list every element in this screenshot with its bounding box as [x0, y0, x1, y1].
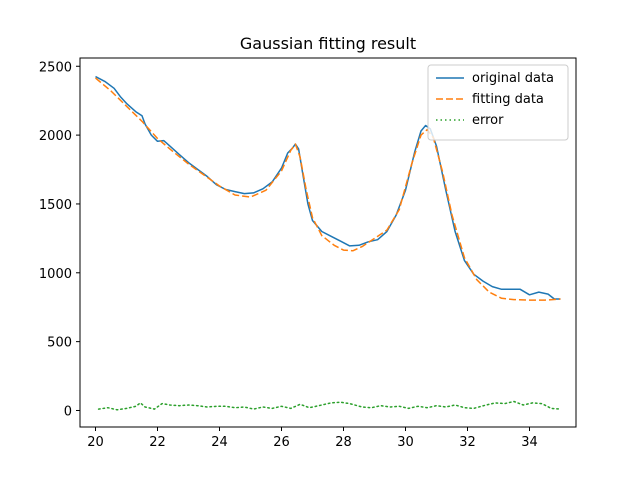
series-layer [95, 75, 562, 411]
y-tick-label: 2500 [39, 60, 72, 75]
series-line-fitting-data [95, 77, 561, 301]
legend-label-fitting-data: fitting data [472, 92, 544, 107]
y-tick-label: 0 [64, 404, 72, 419]
x-tick-label: 26 [273, 435, 290, 450]
x-tick-label: 32 [459, 435, 476, 450]
legend-box [427, 64, 569, 141]
x-axis: 20 22 24 26 28 30 32 34 [87, 427, 538, 450]
legend-label-error: error [472, 113, 504, 128]
x-tick-label: 28 [335, 435, 352, 450]
x-tick-label: 34 [521, 435, 538, 450]
x-tick-label: 24 [211, 435, 228, 450]
y-tick-label: 1000 [39, 267, 72, 282]
legend: original data fitting data error [427, 64, 569, 141]
y-axis: 0 500 1000 1500 2000 2500 [39, 60, 80, 419]
y-tick-label: 500 [47, 336, 72, 351]
axes-frame [79, 57, 577, 428]
legend-label-original-data: original data [472, 71, 554, 86]
y-tick-label: 2000 [39, 129, 72, 144]
chart-title: Gaussian fitting result [240, 34, 416, 53]
series-line-original-data [95, 75, 561, 300]
y-tick-label: 1500 [39, 198, 72, 213]
x-tick-label: 20 [87, 435, 104, 450]
x-tick-label: 30 [397, 435, 414, 450]
x-tick-label: 22 [149, 435, 166, 450]
series-line-error [97, 400, 562, 411]
